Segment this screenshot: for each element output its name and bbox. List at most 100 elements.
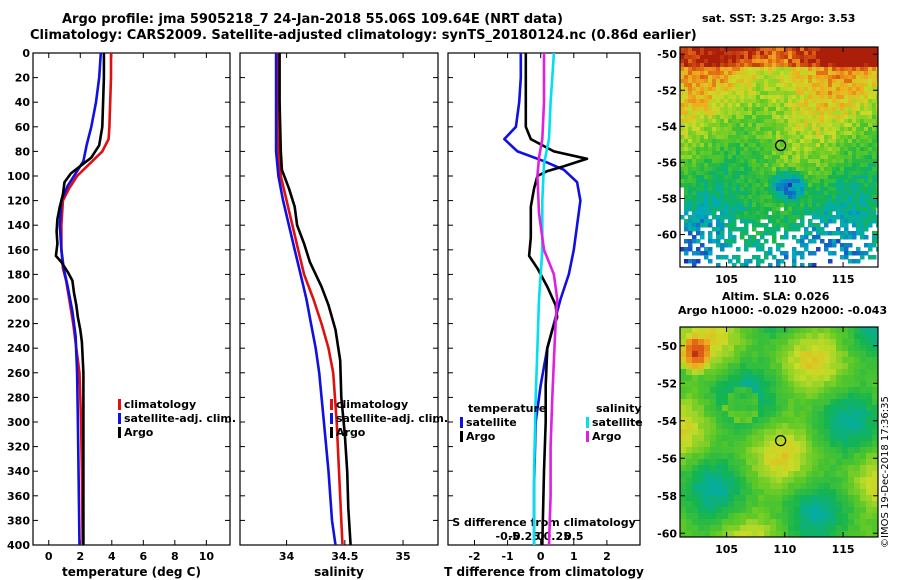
sst-map-cell xyxy=(836,107,841,112)
sla-map-cell xyxy=(728,363,735,370)
sla-map-cell xyxy=(728,399,735,406)
sla-map-cell xyxy=(680,423,687,430)
sla-map-cell xyxy=(788,417,795,424)
sst-map-cell xyxy=(720,203,725,208)
sla-map-cell xyxy=(764,375,771,382)
sst-map-cell xyxy=(820,131,825,136)
sst-map-cell xyxy=(844,147,849,152)
sst-map-cell xyxy=(788,111,793,116)
sst-map-cell xyxy=(692,87,697,92)
sla-map-cell xyxy=(740,369,747,376)
sst-map-cell xyxy=(776,107,781,112)
sst-map-cell xyxy=(868,87,873,92)
sst-map-cell xyxy=(820,127,825,132)
sst-map-cell xyxy=(780,179,785,184)
sst-map-cell xyxy=(728,87,733,92)
sla-map-cell xyxy=(854,519,861,526)
sla-map-cell xyxy=(722,519,729,526)
sla-map-cell xyxy=(788,447,795,454)
sla-map-cell xyxy=(728,525,735,532)
sst-map-cell xyxy=(872,115,877,120)
sla-map-cell xyxy=(734,471,741,478)
sst-map-cell xyxy=(708,175,713,180)
sla-map-cell xyxy=(788,387,795,394)
sst-map-cell xyxy=(872,71,877,76)
sst-map-cell xyxy=(752,63,757,68)
sst-map-cell xyxy=(848,71,853,76)
sst-map-cell xyxy=(844,207,849,212)
sst-map-cell xyxy=(780,243,785,248)
salinity-xlabel: salinity xyxy=(314,565,364,579)
sst-map-cell xyxy=(732,99,737,104)
sst-map-cell xyxy=(772,95,777,100)
sst-map-cell xyxy=(864,67,869,72)
sst-map-cell xyxy=(812,207,817,212)
sst-map-cell xyxy=(692,227,697,232)
sla-map-cell xyxy=(680,339,687,346)
sla-map-cell xyxy=(818,429,825,436)
sst-map-cell xyxy=(844,87,849,92)
sla-map-cell xyxy=(686,453,693,460)
sla-map-cell xyxy=(866,531,873,537)
sst-map-cell xyxy=(712,211,717,216)
sst-map-cell xyxy=(860,147,865,152)
sla-map-cell xyxy=(752,441,759,448)
sst-map-field xyxy=(680,47,878,267)
sst-map-cell xyxy=(828,175,833,180)
sla-map-cell xyxy=(836,411,843,418)
sst-map-cell xyxy=(712,123,717,128)
differences-xtick-label: -2 xyxy=(468,550,480,563)
sla-map-cell xyxy=(848,519,855,526)
sst-map-cell xyxy=(840,195,845,200)
sst-map-cell xyxy=(692,47,697,52)
sst-map-cell xyxy=(760,159,765,164)
sst-map-cell xyxy=(684,95,689,100)
sst-map-cell xyxy=(764,75,769,80)
sla-map-cell xyxy=(830,387,837,394)
sst-map-cell xyxy=(788,115,793,120)
sst-map-cell xyxy=(852,203,857,208)
sst-map-cell xyxy=(844,51,849,56)
sst-map-cell xyxy=(776,155,781,160)
sst-map-cell xyxy=(840,175,845,180)
sst-map-cell xyxy=(856,107,861,112)
sst-map-cell xyxy=(836,47,841,52)
sla-map-cell xyxy=(872,477,878,484)
sst-map-cell xyxy=(800,191,805,196)
sst-map-cell xyxy=(736,55,741,60)
sst-map-cell xyxy=(700,75,705,80)
sst-map-cell xyxy=(744,139,749,144)
sla-map-cell xyxy=(722,465,729,472)
sst-map-cell xyxy=(740,119,745,124)
sst-map-cell xyxy=(876,191,878,196)
sst-map-cell xyxy=(732,127,737,132)
sst-map-cell xyxy=(856,131,861,136)
sla-map-cell xyxy=(782,453,789,460)
sst-map-cell xyxy=(744,63,749,68)
sst-map-cell xyxy=(840,111,845,116)
sst-map-cell xyxy=(748,91,753,96)
sst-map-cell xyxy=(848,155,853,160)
sst-map-cell xyxy=(716,111,721,116)
sla-map-cell xyxy=(836,387,843,394)
sst-map-cell xyxy=(740,179,745,184)
sst-map-cell xyxy=(728,79,733,84)
sst-map-cell xyxy=(860,255,865,260)
sla-map-cell xyxy=(806,405,813,412)
sla-map-cell xyxy=(728,423,735,430)
sst-map-cell xyxy=(680,95,685,100)
sst-map-cell xyxy=(720,175,725,180)
sst-map-cell xyxy=(848,75,853,80)
sla-map-cell xyxy=(740,423,747,430)
sst-map-cell xyxy=(764,163,769,168)
sst-map-cell xyxy=(784,99,789,104)
sst-map-cell xyxy=(856,87,861,92)
sst-map-cell xyxy=(784,171,789,176)
sst-map-cell xyxy=(832,115,837,120)
sst-map-cell xyxy=(788,119,793,124)
sst-map-cell xyxy=(784,131,789,136)
sst-map-cell xyxy=(732,103,737,108)
sst-map-cell xyxy=(744,159,749,164)
sst-map-cell xyxy=(824,143,829,148)
sst-map-cell xyxy=(808,67,813,72)
